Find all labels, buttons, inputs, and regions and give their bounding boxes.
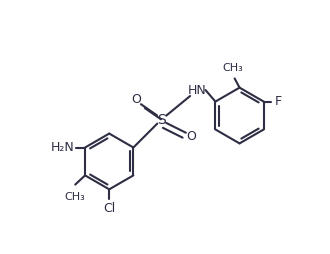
Text: O: O <box>132 93 142 106</box>
Text: CH₃: CH₃ <box>223 63 243 73</box>
Text: O: O <box>186 130 196 142</box>
Text: CH₃: CH₃ <box>65 192 85 202</box>
Text: S: S <box>157 113 166 126</box>
Text: HN: HN <box>188 84 207 97</box>
Text: Cl: Cl <box>103 202 115 215</box>
Text: H₂N: H₂N <box>51 141 75 154</box>
Text: F: F <box>275 95 282 108</box>
